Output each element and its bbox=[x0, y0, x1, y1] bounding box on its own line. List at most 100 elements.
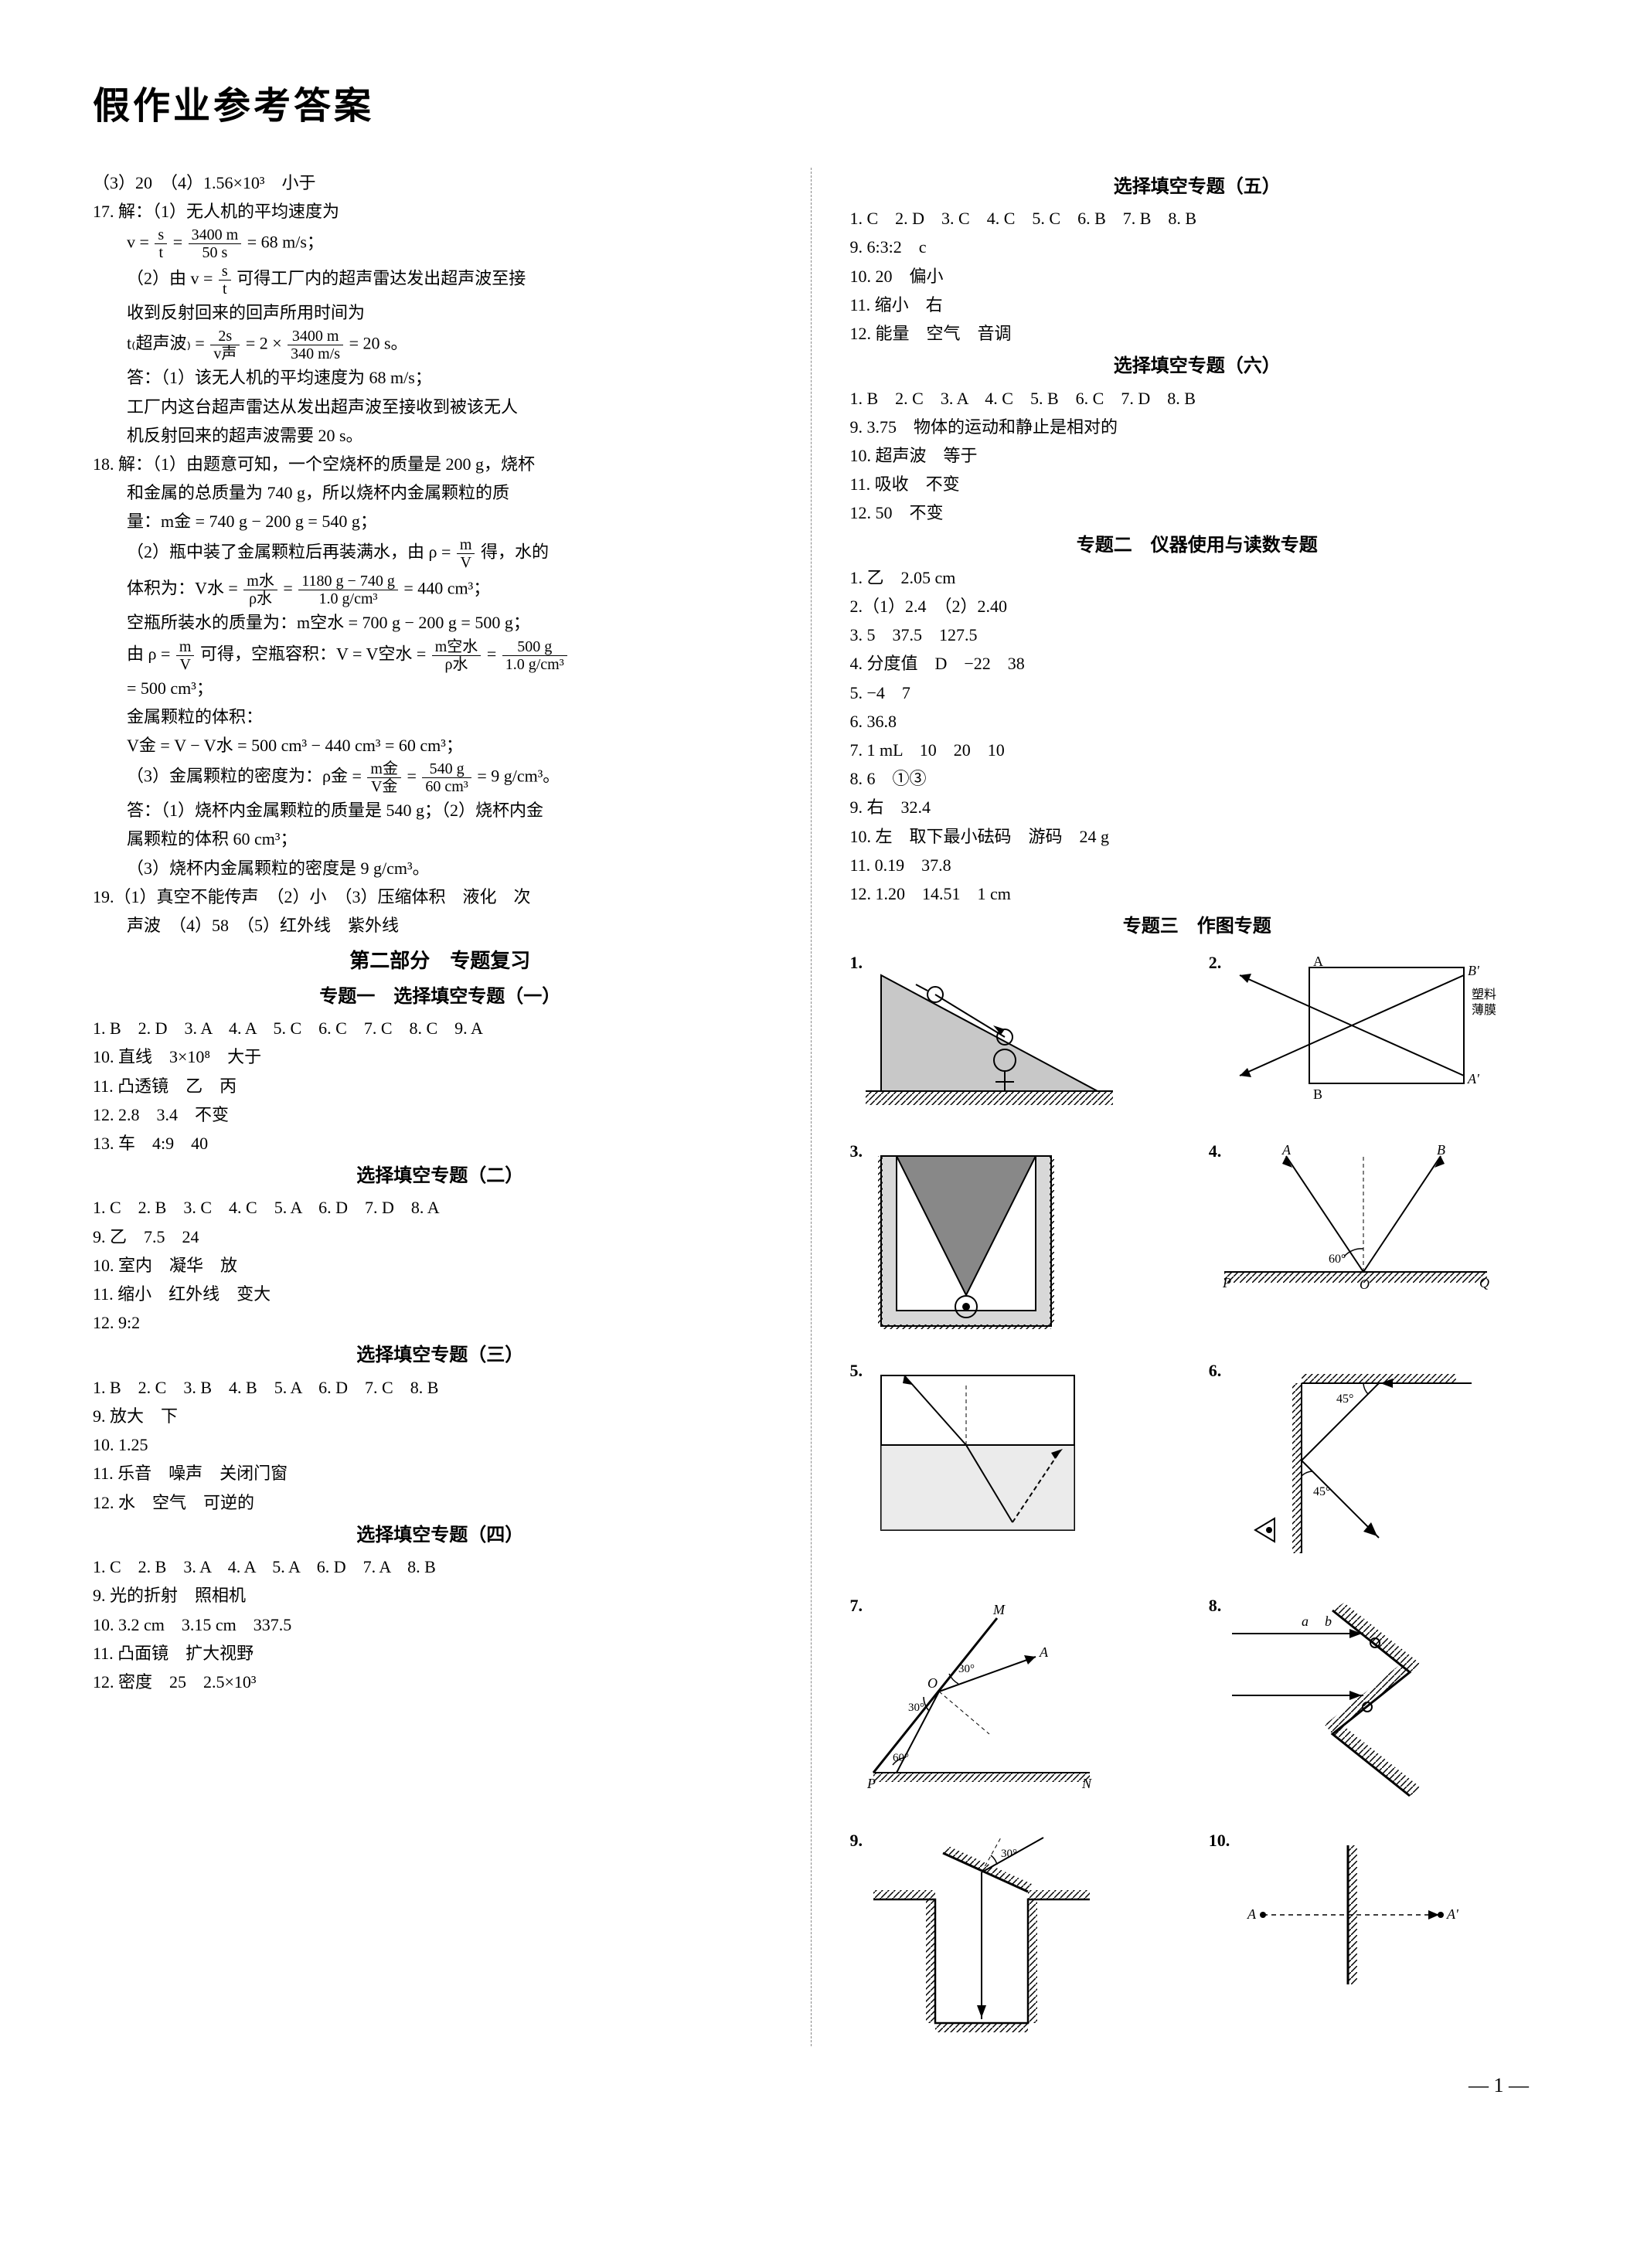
text-line: 11. 凸面镜 扩大视野 bbox=[93, 1640, 788, 1667]
text-line: 空瓶所装水的质量为：m空水 = 700 g − 200 g = 500 g； bbox=[93, 609, 788, 636]
sub6-title: 选择填空专题（六） bbox=[850, 352, 1545, 381]
svg-text:A: A bbox=[1247, 1906, 1257, 1922]
svg-text:薄膜: 薄膜 bbox=[1472, 1003, 1496, 1017]
text-line: 8. 6 ①③ bbox=[850, 765, 1545, 792]
fraction: 3400 m50 s bbox=[189, 226, 242, 261]
diagram-label: 2. bbox=[1209, 949, 1222, 976]
text: （2）瓶中装了金属颗粒后再装满水，由 ρ = bbox=[127, 542, 455, 562]
svg-text:A: A bbox=[1313, 954, 1323, 969]
text: 体积为：V水 = bbox=[127, 579, 242, 598]
text-line: 10. 超声波 等于 bbox=[850, 442, 1545, 469]
text-line: 13. 车 4:9 40 bbox=[93, 1130, 788, 1157]
q17-2: （2）由 v = st 可得工厂内的超声雷达发出超声波至接 bbox=[93, 263, 788, 298]
text: = 2 × bbox=[246, 334, 286, 353]
diagram-7: 7. M A O P N 30° 30° bbox=[850, 1592, 1186, 1811]
diagram-label: 7. bbox=[850, 1592, 863, 1619]
q18-v: 体积为：V水 = m水ρ水 = 1180 g − 740 g1.0 g/cm³ … bbox=[93, 573, 788, 607]
diagram-label: 5. bbox=[850, 1357, 863, 1384]
svg-text:O: O bbox=[927, 1675, 938, 1691]
text-line: 属颗粒的体积 60 cm³； bbox=[93, 825, 788, 852]
sub1-title: 专题一 选择填空专题（一） bbox=[93, 982, 788, 1012]
diagram-8: 8. a b bbox=[1209, 1592, 1544, 1811]
text-line: 12. 1.20 14.51 1 cm bbox=[850, 880, 1545, 907]
svg-text:B': B' bbox=[1468, 963, 1480, 978]
text-line: 机反射回来的超声波需要 20 s。 bbox=[93, 422, 788, 449]
text-line: 1. B 2. C 3. A 4. C 5. B 6. C 7. D 8. B bbox=[850, 385, 1545, 412]
text: 得，水的 bbox=[481, 542, 549, 562]
diagram-4: 4. A B P O Q 60° bbox=[1209, 1137, 1544, 1341]
text-line: 1. C 2. B 3. A 4. A 5. A 6. D 7. A 8. B bbox=[93, 1553, 788, 1580]
text-line: 9. 光的折射 照相机 bbox=[93, 1582, 788, 1609]
text-line: （3）20 （4）1.56×10³ 小于 bbox=[93, 169, 788, 196]
text-line: 10. 直线 3×10⁸ 大于 bbox=[93, 1043, 788, 1070]
text-line: 2.（1）2.4 （2）2.40 bbox=[850, 593, 1545, 620]
svg-text:P: P bbox=[866, 1776, 876, 1791]
svg-text:A': A' bbox=[1446, 1906, 1459, 1922]
two-column-layout: （3）20 （4）1.56×10³ 小于 17. 解：（1）无人机的平均速度为 … bbox=[93, 168, 1544, 2047]
svg-text:M: M bbox=[992, 1602, 1006, 1617]
svg-text:45°: 45° bbox=[1336, 1392, 1353, 1406]
fraction: 2sv声 bbox=[210, 328, 240, 362]
text-line: V金 = V − V水 = 500 cm³ − 440 cm³ = 60 cm³… bbox=[93, 732, 788, 759]
svg-text:30°: 30° bbox=[1001, 1848, 1017, 1860]
q18-head: 18. 解：（1）由题意可知，一个空烧杯的质量是 200 g，烧杯 bbox=[93, 451, 788, 478]
svg-text:30°: 30° bbox=[958, 1663, 975, 1675]
text-line: 量：m金 = 740 g − 200 g = 540 g； bbox=[93, 508, 788, 535]
text-line: 9. 3.75 物体的运动和静止是相对的 bbox=[850, 413, 1545, 440]
text-line: 1. C 2. B 3. C 4. C 5. A 6. D 7. D 8. A bbox=[93, 1194, 788, 1221]
text: v = bbox=[127, 233, 153, 252]
diagram-4-svg: A B P O Q 60° bbox=[1209, 1141, 1503, 1311]
text: = 20 s。 bbox=[349, 334, 408, 353]
fraction: st bbox=[219, 263, 231, 298]
text-line: 12. 能量 空气 音调 bbox=[850, 320, 1545, 347]
diagram-1-svg bbox=[850, 952, 1128, 1122]
diagram-grid: 1. 2. bbox=[850, 949, 1545, 2046]
fraction: 540 g60 cm³ bbox=[422, 760, 471, 795]
diagram-5-svg bbox=[850, 1360, 1098, 1545]
text-line: 12. 密度 25 2.5×10³ bbox=[93, 1668, 788, 1695]
q17-t: t₍超声波₎ = 2sv声 = 2 × 3400 m340 m/s = 20 s… bbox=[93, 328, 788, 362]
diagram-label: 3. bbox=[850, 1137, 863, 1165]
text: （2）由 v = bbox=[127, 269, 217, 288]
diagram-3-svg bbox=[850, 1141, 1082, 1341]
sub3-title: 选择填空专题（三） bbox=[93, 1341, 788, 1370]
svg-text:60°: 60° bbox=[893, 1752, 909, 1764]
text-line: 11. 缩小 右 bbox=[850, 291, 1545, 318]
topic2-title: 专题二 仪器使用与读数专题 bbox=[850, 531, 1545, 560]
svg-text:P: P bbox=[1222, 1275, 1231, 1290]
diagram-8-svg: a b bbox=[1209, 1595, 1472, 1811]
left-column: （3）20 （4）1.56×10³ 小于 17. 解：（1）无人机的平均速度为 … bbox=[93, 168, 812, 2047]
text-line: 5. −4 7 bbox=[850, 679, 1545, 706]
fraction: 1180 g − 740 g1.0 g/cm³ bbox=[298, 573, 398, 607]
sub2-title: 选择填空专题（二） bbox=[93, 1161, 788, 1191]
q18-2: （2）瓶中装了金属颗粒后再装满水，由 ρ = mV 得，水的 bbox=[93, 536, 788, 571]
svg-text:Q: Q bbox=[1479, 1275, 1489, 1290]
text: 由 ρ = bbox=[127, 644, 175, 663]
text: = bbox=[173, 233, 187, 252]
text-line: 9. 右 32.4 bbox=[850, 794, 1545, 821]
text-line: 1. B 2. C 3. B 4. B 5. A 6. D 7. C 8. B bbox=[93, 1374, 788, 1401]
q17-eq1: v = st = 3400 m50 s = 68 m/s； bbox=[93, 226, 788, 261]
right-column: 选择填空专题（五） 1. C 2. D 3. C 4. C 5. C 6. B … bbox=[842, 168, 1545, 2047]
fraction: 500 g1.0 g/cm³ bbox=[502, 638, 567, 673]
text-line: 答：（1）该无人机的平均速度为 68 m/s； bbox=[93, 364, 788, 391]
diagram-2-svg: A B B' A' 塑料 薄膜 bbox=[1209, 952, 1503, 1107]
text: （3）金属颗粒的密度为：ρ金 = bbox=[127, 767, 366, 786]
text-line: 10. 室内 凝华 放 bbox=[93, 1252, 788, 1279]
text-line: 10. 20 偏小 bbox=[850, 263, 1545, 290]
fraction: m金V金 bbox=[367, 760, 401, 795]
fraction: st bbox=[155, 226, 167, 261]
sub5-title: 选择填空专题（五） bbox=[850, 172, 1545, 202]
part2-title: 第二部分 专题复习 bbox=[93, 945, 788, 978]
text-line: 3. 5 37.5 127.5 bbox=[850, 621, 1545, 648]
text-line: 11. 吸收 不变 bbox=[850, 471, 1545, 498]
diagram-6-svg: 45° 45° bbox=[1209, 1360, 1487, 1576]
diagram-5: 5. bbox=[850, 1357, 1186, 1576]
svg-text:60°: 60° bbox=[1329, 1253, 1346, 1266]
diagram-label: 4. bbox=[1209, 1137, 1222, 1165]
text: = 440 cm³； bbox=[403, 579, 490, 598]
q18-3: （3）金属颗粒的密度为：ρ金 = m金V金 = 540 g60 cm³ = 9 … bbox=[93, 760, 788, 795]
text-line: 1. C 2. D 3. C 4. C 5. C 6. B 7. B 8. B bbox=[850, 205, 1545, 232]
q19-1: 19.（1）真空不能传声 （2）小 （3）压缩体积 液化 次 bbox=[93, 883, 788, 910]
text-line: 10. 3.2 cm 3.15 cm 337.5 bbox=[93, 1611, 788, 1638]
